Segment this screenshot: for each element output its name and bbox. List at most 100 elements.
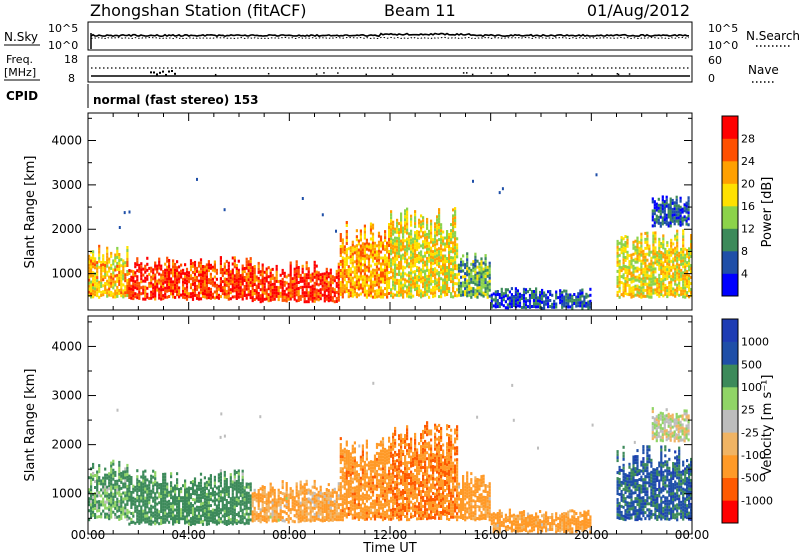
- range-cell-0-7: [666, 277, 669, 281]
- range-cell-0-8: [659, 212, 662, 216]
- range-cell-0-1: [178, 280, 181, 284]
- range-cell-1-2: [267, 500, 270, 504]
- range-cell-0-3: [349, 288, 352, 292]
- range-cell-0-4: [452, 235, 455, 239]
- range-cell-0-4: [398, 285, 401, 289]
- range-cell-1-1: [237, 487, 240, 491]
- range-cell-0-1: [193, 275, 197, 279]
- range-cell-0-0: [108, 269, 111, 273]
- range-cell-0-7: [658, 237, 661, 241]
- range-cell-0-7: [618, 259, 621, 263]
- range-cell-0-4: [452, 214, 455, 218]
- range-cell-0-6: [555, 305, 558, 309]
- range-cell-0-7: [622, 243, 625, 247]
- range-cell-1-1: [154, 495, 157, 499]
- range-cell-0-4: [426, 226, 429, 230]
- range-cell-0-1: [136, 260, 139, 264]
- range-cell-0-1: [168, 274, 171, 277]
- range-cell-1-0: [120, 513, 123, 517]
- range-cell-0-0: [106, 288, 109, 292]
- range-cell-0-3: [355, 265, 358, 269]
- range-cell-0-4: [422, 240, 425, 244]
- range-cell-0-2: [323, 278, 326, 282]
- range-cell-0-2: [283, 292, 286, 296]
- range-cell-1-2: [263, 495, 266, 498]
- range-cell-0-4: [406, 222, 409, 226]
- range-cell-0-2: [305, 273, 308, 277]
- range-cell-0-0: [92, 259, 95, 263]
- range-cell-0-1: [205, 278, 208, 282]
- range-cell-1-0: [108, 508, 111, 512]
- range-cell-1-0: [90, 506, 93, 510]
- range-cell-1-0: [116, 515, 119, 519]
- range-cell-1-1: [197, 493, 201, 497]
- range-cell-0-8: [653, 224, 656, 228]
- range-cell-0-3: [377, 231, 381, 235]
- range-cell-0-2: [253, 280, 256, 283]
- range-cell-0-3: [388, 286, 391, 289]
- range-cell-0-2: [289, 270, 292, 274]
- range-cell-1-2: [273, 509, 276, 513]
- range-cell-0-0: [90, 292, 93, 296]
- range-cell-0-4: [452, 283, 455, 287]
- range-cell-1-1: [142, 500, 145, 504]
- range-cell-0-7: [670, 286, 673, 290]
- range-cell-1-1: [219, 469, 222, 473]
- range-cell-0-1: [128, 287, 131, 290]
- range-cell-0-7: [638, 273, 641, 277]
- range-cell-0-7: [662, 234, 665, 238]
- range-cell-0-2: [337, 280, 340, 284]
- range-cell-1-0: [110, 467, 113, 471]
- range-cell-1-1: [142, 473, 145, 477]
- range-cell-0-1: [247, 290, 250, 294]
- range-cell-0-4: [444, 293, 447, 297]
- range-cell-0-1: [178, 271, 181, 275]
- range-cell-0-7: [616, 284, 619, 288]
- range-cell-1-2: [265, 502, 268, 506]
- range-cell-0-4: [394, 266, 397, 270]
- range-cell-0-8: [661, 198, 664, 202]
- range-cell-1-1: [138, 485, 141, 489]
- range-cell-1-0: [92, 462, 95, 466]
- range-cell-1-0: [100, 515, 103, 519]
- range-cell-0-8: [667, 215, 670, 219]
- range-cell-0-4: [446, 281, 449, 284]
- range-cell-0-4: [452, 277, 455, 281]
- range-cell-0-8: [659, 209, 662, 213]
- range-cell-0-2: [291, 286, 294, 290]
- range-cell-0-2: [309, 294, 312, 298]
- range-cell-0-0: [112, 283, 115, 287]
- range-cell-1-2: [297, 499, 300, 503]
- range-cell-0-4: [442, 287, 445, 291]
- range-cell-1-1: [213, 502, 216, 506]
- range-cell-0-3: [355, 292, 358, 296]
- range-cell-0-2: [271, 276, 274, 280]
- range-cell-0-0: [118, 268, 121, 271]
- range-cell-0-6: [541, 288, 544, 292]
- range-cell-1-2: [261, 497, 264, 501]
- range-cell-0-7: [690, 291, 693, 294]
- range-cell-1-1: [144, 514, 147, 518]
- range-cell-1-1: [128, 489, 131, 493]
- range-cell-0-7: [618, 286, 621, 290]
- range-cell-1-2: [271, 504, 274, 508]
- range-cell-0-3: [369, 294, 373, 298]
- range-cell-0-3: [361, 275, 364, 279]
- range-cell-0-8: [663, 200, 666, 204]
- range-cell-0-3: [353, 290, 356, 294]
- range-cell-0-2: [287, 282, 290, 286]
- range-cell-0-0: [94, 260, 97, 264]
- range-cell-1-1: [146, 514, 149, 518]
- range-cell-0-8: [661, 222, 664, 226]
- range-cell-0-7: [652, 267, 655, 271]
- range-cell-0-8: [673, 204, 676, 208]
- range-cell-0-5: [457, 278, 461, 282]
- range-cell-0-3: [379, 292, 383, 296]
- range-cell-0-0: [96, 288, 99, 292]
- range-cell-0-7: [668, 260, 671, 264]
- range-cell-0-2: [313, 272, 316, 276]
- range-cell-0-7: [676, 262, 679, 266]
- range-cell-0-5: [462, 254, 465, 258]
- range-cell-0-3: [355, 235, 358, 239]
- range-cell-1-1: [152, 484, 155, 488]
